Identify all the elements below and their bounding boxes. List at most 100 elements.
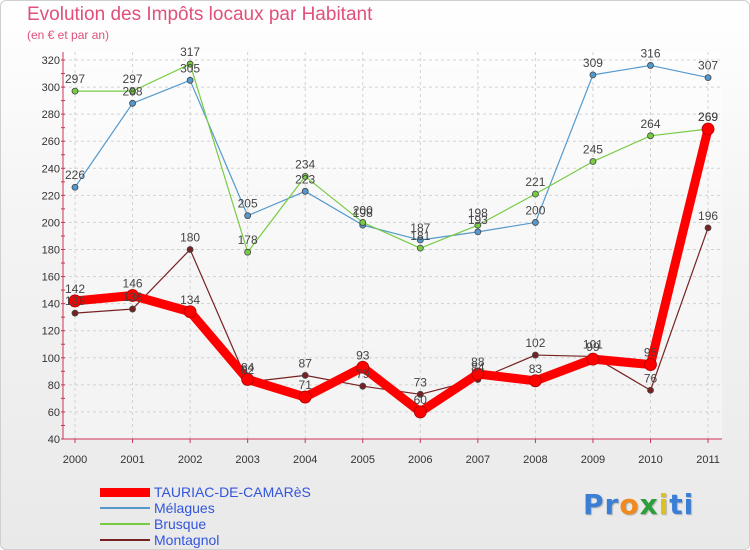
data-label: 76 <box>644 371 658 385</box>
logo-letter: r <box>604 488 620 521</box>
legend-label: Montagnol <box>154 532 220 548</box>
data-point <box>241 373 255 386</box>
y-tick-label: 120 <box>42 326 60 338</box>
y-tick-label: 240 <box>42 163 60 175</box>
data-label: 181 <box>410 229 430 243</box>
data-label: 245 <box>583 143 603 157</box>
chart-title: Evolution des Impôts locaux par Habitant <box>27 4 373 25</box>
proxiti-logo: Proxiti <box>583 488 694 521</box>
data-label: 317 <box>180 45 200 59</box>
data-point <box>474 221 482 229</box>
data-point <box>129 305 136 313</box>
data-point <box>359 382 367 390</box>
data-label: 84 <box>471 360 485 374</box>
x-tick-label: 2001 <box>120 454 144 466</box>
data-point <box>647 386 654 394</box>
data-point <box>356 360 370 374</box>
data-point <box>244 248 252 256</box>
data-label: 234 <box>295 157 315 171</box>
data-label: 133 <box>65 294 85 308</box>
data-label: 178 <box>238 233 258 247</box>
series-line-2 <box>74 63 709 253</box>
data-point <box>416 236 424 244</box>
data-label: 198 <box>468 206 488 220</box>
data-label: 87 <box>299 356 313 370</box>
data-point <box>647 132 654 140</box>
data-point <box>532 190 539 198</box>
data-label: 95 <box>644 346 658 360</box>
x-tick-label: 2009 <box>581 454 605 466</box>
data-label: 84 <box>241 360 255 374</box>
series-line-0 <box>70 124 713 417</box>
y-tick-label: 80 <box>48 380 60 392</box>
data-point <box>68 294 82 308</box>
legend-swatch <box>100 487 150 497</box>
data-label: 269 <box>698 110 718 124</box>
data-point <box>71 87 79 95</box>
data-label: 82 <box>241 363 255 377</box>
data-label: 305 <box>180 61 200 75</box>
data-point <box>413 405 427 419</box>
data-label: 102 <box>525 336 545 350</box>
y-tick-label: 160 <box>42 272 60 284</box>
data-point <box>71 309 79 317</box>
data-point <box>301 173 309 180</box>
data-label: 269 <box>698 110 718 124</box>
data-point <box>471 367 485 381</box>
series-line-1 <box>74 64 709 241</box>
data-label: 198 <box>353 206 373 220</box>
x-tick-label: 2011 <box>696 454 720 466</box>
logo-letter: t <box>669 488 684 521</box>
legend-label: Brusque <box>154 516 207 532</box>
x-tick-label: 2008 <box>523 454 547 466</box>
x-tick-label: 2002 <box>178 454 202 466</box>
x-tick-label: 2007 <box>466 454 490 466</box>
data-point <box>589 71 597 79</box>
data-point <box>704 74 712 81</box>
data-point <box>532 219 539 226</box>
data-label: 134 <box>180 293 200 307</box>
data-point <box>644 358 657 371</box>
data-point <box>186 60 194 68</box>
data-point <box>416 244 424 252</box>
data-label: 83 <box>529 362 543 376</box>
data-point <box>586 352 600 366</box>
data-label: 193 <box>468 213 488 227</box>
data-label: 288 <box>123 84 143 98</box>
data-label: 223 <box>295 172 315 186</box>
data-point <box>529 374 542 388</box>
y-tick-label: 60 <box>48 407 60 419</box>
data-label: 307 <box>698 59 718 73</box>
data-label: 79 <box>356 367 370 381</box>
data-label: 71 <box>299 378 313 392</box>
data-label: 196 <box>698 209 718 223</box>
data-point <box>416 390 424 398</box>
data-point <box>129 99 136 107</box>
logo-letter: x <box>639 488 659 521</box>
legend-swatch <box>100 507 150 509</box>
logo-letter: i <box>683 488 695 521</box>
y-tick-label: 320 <box>42 55 60 67</box>
data-label: 146 <box>123 277 143 291</box>
data-label: 88 <box>471 355 485 369</box>
data-point <box>532 351 539 359</box>
data-point <box>298 390 312 404</box>
y-tick-label: 220 <box>42 190 60 202</box>
data-label: 187 <box>410 221 430 235</box>
legend-label: TAURIAC-DE-CAMARèS <box>154 484 311 500</box>
data-label: 200 <box>525 203 545 217</box>
data-point <box>126 289 139 302</box>
x-tick-label: 2004 <box>293 454 317 466</box>
plot-area <box>63 52 722 439</box>
x-tick-label: 2010 <box>638 454 662 466</box>
data-point <box>589 158 597 165</box>
data-point <box>301 371 309 379</box>
data-label: 205 <box>238 197 258 211</box>
legend-label: Mélagues <box>154 500 215 516</box>
data-point <box>301 187 309 195</box>
data-label: 60 <box>414 393 428 407</box>
chart-subtitle: (en € et par an) <box>27 28 110 42</box>
data-label: 200 <box>353 203 373 217</box>
y-tick-label: 140 <box>42 299 60 311</box>
